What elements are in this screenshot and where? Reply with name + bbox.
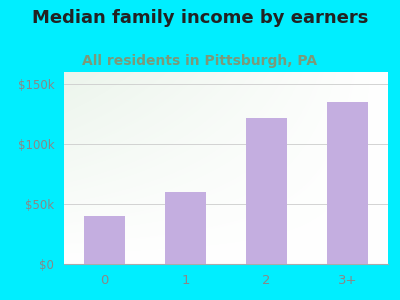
Bar (84, 216, 125, 264)
Bar (327, 102, 368, 264)
Bar (246, 118, 287, 264)
Text: Median family income by earners: Median family income by earners (32, 9, 368, 27)
Bar (165, 192, 206, 264)
Text: All residents in Pittsburgh, PA: All residents in Pittsburgh, PA (82, 54, 318, 68)
